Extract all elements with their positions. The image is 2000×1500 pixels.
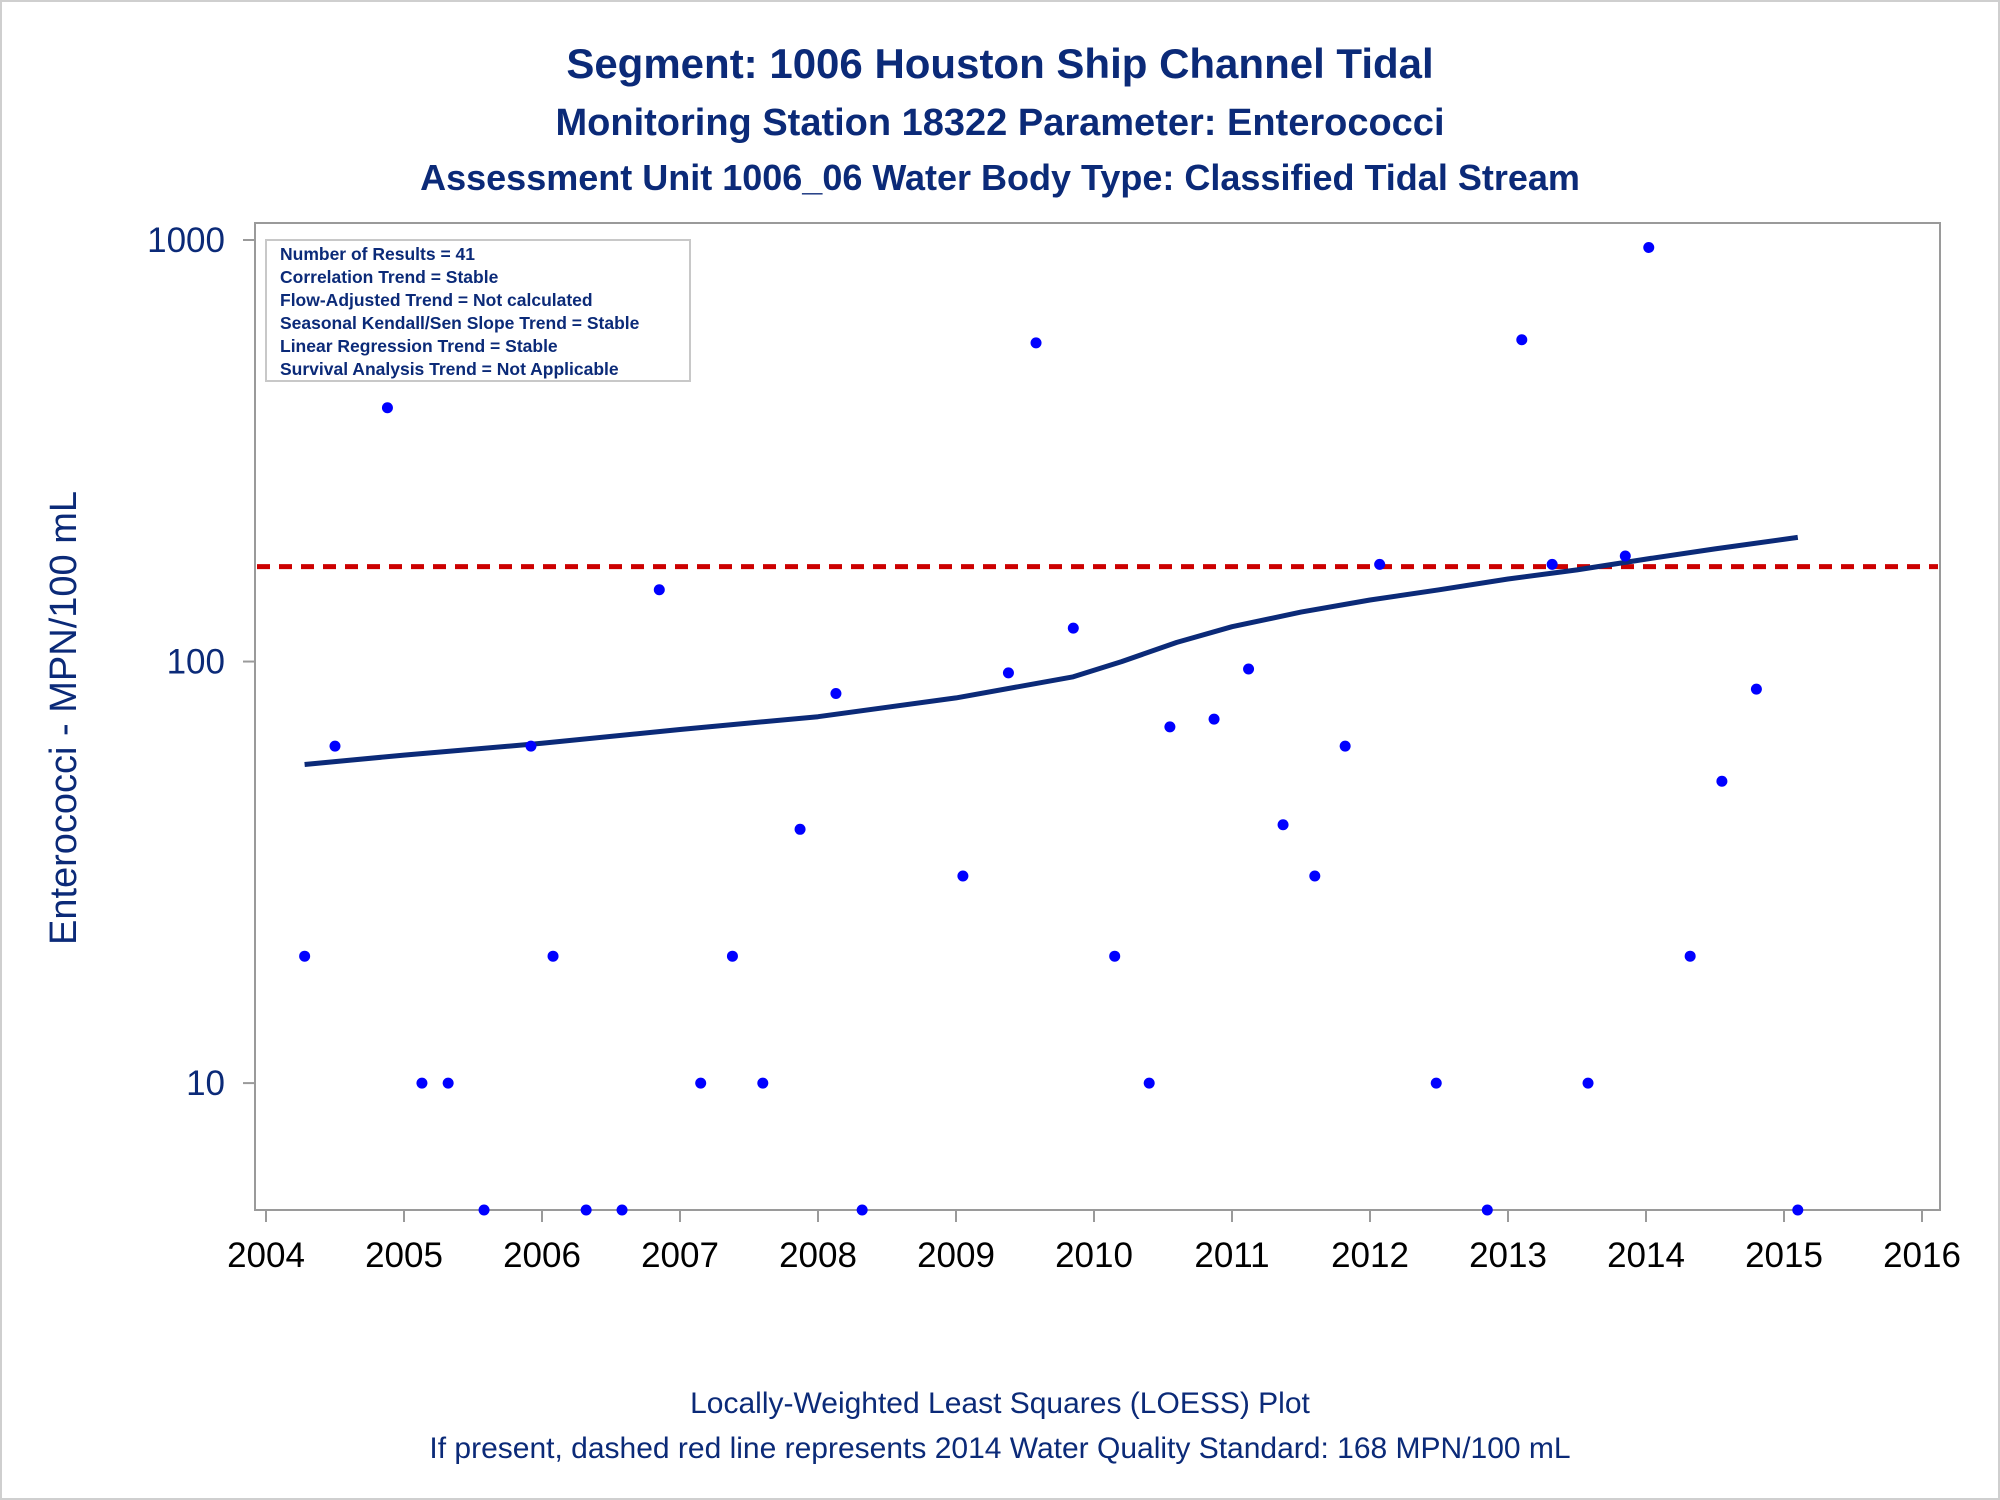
data-point	[726, 950, 738, 962]
data-point	[547, 950, 559, 962]
y-tick-label: 10	[186, 1064, 225, 1103]
x-tick-label: 2016	[1883, 1236, 1961, 1275]
x-tick-label: 2012	[1331, 1236, 1409, 1275]
plot-area: 2004 2005 2006 2007 2008 2009 2010 2011 2012 2013…	[147, 221, 1961, 1275]
data-point	[478, 1204, 490, 1216]
chart-subtitle-2: Assessment Unit 1006_06 Water Body Type:…	[420, 157, 1580, 198]
stats-lines: Number of Results = 41 Correlation Trend …	[280, 244, 640, 379]
data-point	[830, 687, 842, 699]
data-point	[442, 1077, 454, 1089]
x-tick-label: 2005	[365, 1236, 443, 1275]
data-point	[299, 950, 311, 962]
data-point	[1481, 1204, 1493, 1216]
data-point	[1208, 713, 1220, 725]
data-point	[1374, 558, 1386, 570]
data-point	[1067, 622, 1079, 634]
chart-subtitle: Monitoring Station 18322 Parameter: Ente…	[555, 102, 1444, 144]
data-point	[1164, 721, 1176, 733]
data-point	[1277, 819, 1289, 831]
x-tick-label: 2008	[779, 1236, 857, 1275]
data-point	[1109, 950, 1121, 962]
stats-line: Linear Regression Trend = Stable	[280, 336, 558, 356]
data-point	[794, 823, 806, 835]
x-tick-label: 2013	[1469, 1236, 1547, 1275]
x-tick-label: 2010	[1055, 1236, 1133, 1275]
data-point	[1030, 337, 1042, 349]
data-point	[416, 1077, 428, 1089]
footnote-standard: If present, dashed red line represents 2…	[429, 1432, 1570, 1465]
data-point	[1243, 663, 1255, 675]
y-tick-label: 100	[167, 643, 225, 682]
stats-line: Flow-Adjusted Trend = Not calculated	[280, 290, 593, 310]
data-point	[1309, 870, 1321, 882]
stats-line: Survival Analysis Trend = Not Applicable	[280, 359, 619, 379]
chart-title: Segment: 1006 Houston Ship Channel Tidal	[566, 40, 1433, 87]
x-tick-label: 2006	[503, 1236, 581, 1275]
data-point	[1750, 683, 1762, 695]
x-tick-label: 2009	[917, 1236, 995, 1275]
footnote-loess: Locally-Weighted Least Squares (LOESS) P…	[690, 1387, 1310, 1420]
data-point	[1684, 950, 1696, 962]
stats-line: Number of Results = 41	[280, 244, 475, 264]
data-point	[580, 1204, 592, 1216]
data-point	[856, 1204, 868, 1216]
x-tick-label: 2011	[1194, 1236, 1269, 1275]
y-tick-label: 1000	[147, 221, 225, 260]
data-point	[1643, 241, 1655, 253]
data-point	[1619, 550, 1631, 562]
data-point	[957, 870, 969, 882]
data-point	[525, 740, 537, 752]
data-point	[1546, 558, 1558, 570]
data-point	[616, 1204, 628, 1216]
data-point	[1002, 667, 1014, 679]
x-tick-label: 2007	[641, 1236, 719, 1275]
plot-frame	[254, 222, 1941, 1211]
data-point	[757, 1077, 769, 1089]
data-point	[1430, 1077, 1442, 1089]
data-point	[1143, 1077, 1155, 1089]
stats-line: Correlation Trend = Stable	[280, 267, 499, 287]
data-point	[1516, 334, 1528, 346]
stats-box	[265, 239, 691, 382]
stats-line: Seasonal Kendall/Sen Slope Trend = Stabl…	[280, 313, 640, 333]
data-point	[1339, 740, 1351, 752]
y-axis-label: Enterococci - MPN/100 mL	[43, 491, 85, 945]
x-tick-label: 2015	[1745, 1236, 1823, 1275]
x-tick-label: 2014	[1607, 1236, 1685, 1275]
loess-curve	[304, 534, 1799, 767]
data-point	[329, 740, 341, 752]
x-tick-label: 2004	[227, 1236, 305, 1275]
data-point	[653, 584, 665, 596]
data-point	[1716, 775, 1728, 787]
data-point	[1582, 1077, 1594, 1089]
data-point	[695, 1077, 707, 1089]
data-point	[381, 402, 393, 414]
data-point	[1792, 1204, 1804, 1216]
